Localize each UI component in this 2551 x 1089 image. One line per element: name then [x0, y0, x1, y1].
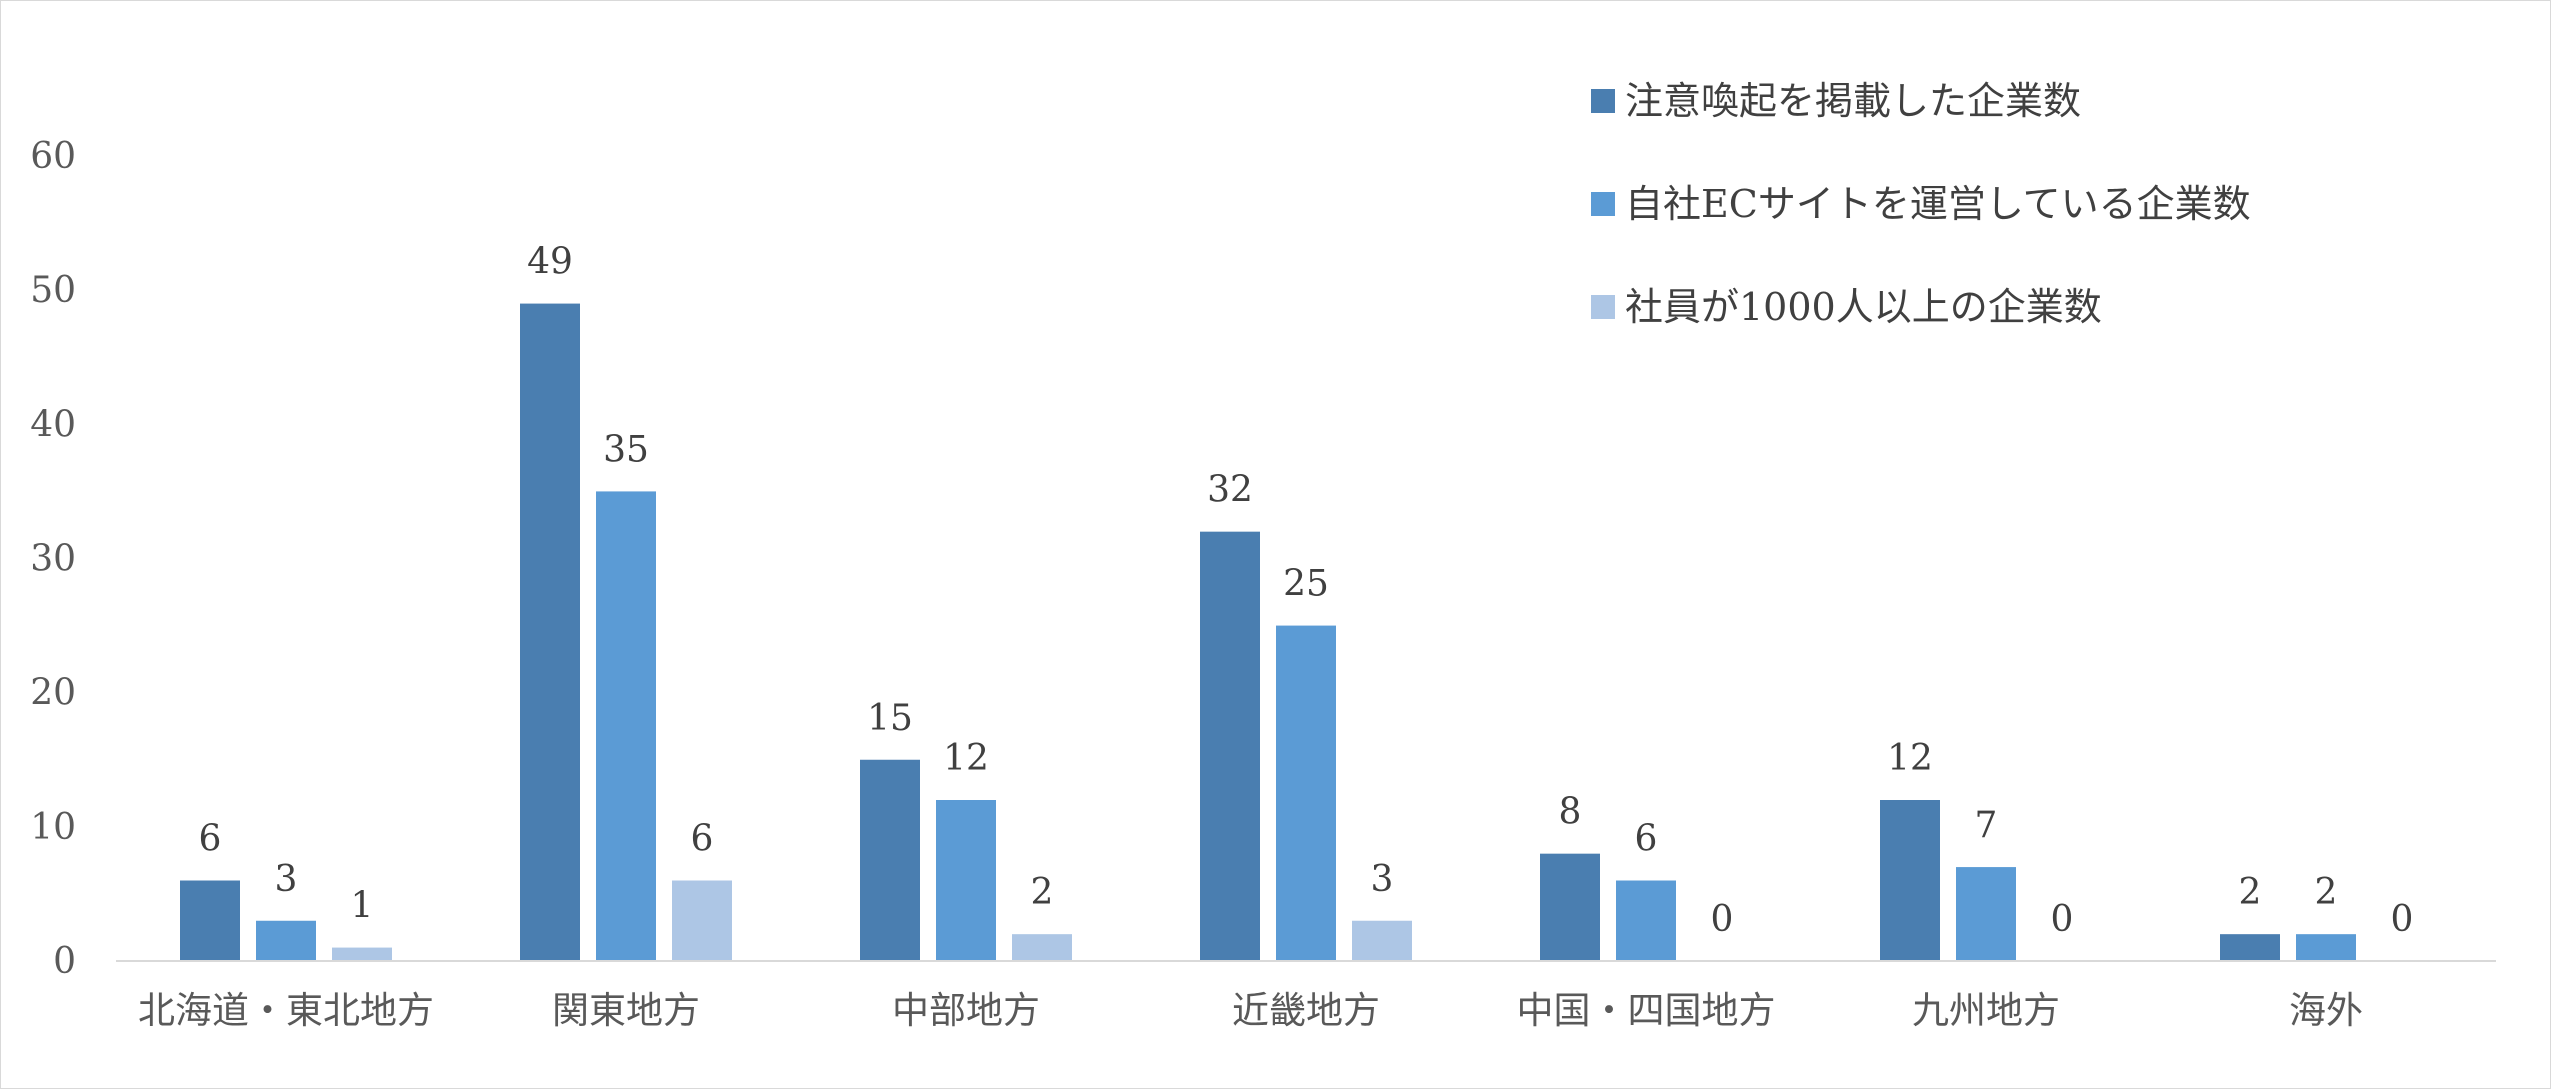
- bar-series: [180, 303, 2356, 961]
- data-label: 6: [199, 819, 222, 860]
- data-label: 0: [2391, 899, 2414, 940]
- data-label: 3: [1371, 859, 1394, 900]
- bar: [860, 759, 920, 961]
- bar: [1012, 934, 1072, 961]
- x-category-label: 中国・四国地方: [1517, 989, 1776, 1032]
- bar: [936, 800, 996, 961]
- y-axis-ticks: 0 10 20 30 40 50 60: [30, 136, 76, 982]
- x-category-label: 九州地方: [1912, 989, 2060, 1032]
- data-label: 0: [1711, 899, 1734, 940]
- legend-swatch: [1591, 89, 1615, 113]
- data-label: 2: [2239, 872, 2262, 913]
- x-category-label: 関東地方: [552, 989, 700, 1032]
- data-label: 1: [351, 886, 374, 927]
- bar: [1352, 920, 1412, 961]
- bar: [1276, 625, 1336, 961]
- x-category-label: 近畿地方: [1232, 989, 1380, 1032]
- y-tick-label: 30: [30, 539, 76, 580]
- data-label: 7: [1975, 805, 1998, 846]
- data-label: 0: [2051, 899, 2074, 940]
- legend-item: 自社ECサイトを運営している企業数: [1591, 182, 2251, 226]
- data-label: 15: [867, 698, 913, 739]
- y-tick-label: 10: [30, 807, 76, 848]
- bar: [2220, 934, 2280, 961]
- data-label: 2: [2315, 872, 2338, 913]
- y-tick-label: 20: [30, 673, 76, 714]
- bar: [1200, 531, 1260, 961]
- bar: [1956, 867, 2016, 961]
- data-label: 6: [1635, 819, 1658, 860]
- data-label: 35: [603, 429, 649, 470]
- y-tick-label: 60: [30, 136, 76, 177]
- data-label: 12: [1887, 738, 1933, 779]
- data-label: 6: [691, 819, 714, 860]
- x-category-label: 海外: [2289, 989, 2363, 1032]
- y-tick-label: 50: [30, 270, 76, 311]
- legend-item: 社員が1000人以上の企業数: [1591, 285, 2102, 329]
- x-axis-category-labels: 北海道・東北地方 関東地方 中部地方 近畿地方 中国・四国地方 九州地方 海外: [138, 989, 2363, 1032]
- bar: [1616, 880, 1676, 961]
- y-tick-label: 40: [30, 404, 76, 445]
- data-label: 2: [1031, 872, 1054, 913]
- data-label: 8: [1559, 792, 1582, 833]
- legend: 注意喚起を掲載した企業数自社ECサイトを運営している企業数社員が1000人以上の…: [1591, 79, 2251, 329]
- data-labels: 6 3 1 49 35 6 15 12 2 32 25 3 8 6 0 12 7 0 2 2 0: [199, 242, 2414, 940]
- bar: [1880, 800, 1940, 961]
- x-category-label: 北海道・東北地方: [138, 989, 434, 1032]
- y-tick-label: 0: [53, 941, 76, 982]
- bar: [596, 491, 656, 961]
- data-label: 25: [1283, 564, 1329, 605]
- bar: [520, 303, 580, 961]
- data-label: 32: [1207, 470, 1253, 511]
- bar: [672, 880, 732, 961]
- legend-label: 社員が1000人以上の企業数: [1625, 285, 2102, 329]
- bar: [332, 947, 392, 961]
- x-category-label: 中部地方: [892, 989, 1040, 1032]
- bar: [1540, 853, 1600, 961]
- legend-label: 注意喚起を掲載した企業数: [1625, 79, 2081, 123]
- legend-label: 自社ECサイトを運営している企業数: [1625, 182, 2251, 226]
- bar: [180, 880, 240, 961]
- data-label: 12: [943, 738, 989, 779]
- bar: [256, 920, 316, 961]
- bar: [2296, 934, 2356, 961]
- legend-swatch: [1591, 295, 1615, 319]
- legend-swatch: [1591, 192, 1615, 216]
- data-label: 3: [275, 859, 298, 900]
- data-label: 49: [527, 242, 573, 283]
- legend-item: 注意喚起を掲載した企業数: [1591, 79, 2081, 123]
